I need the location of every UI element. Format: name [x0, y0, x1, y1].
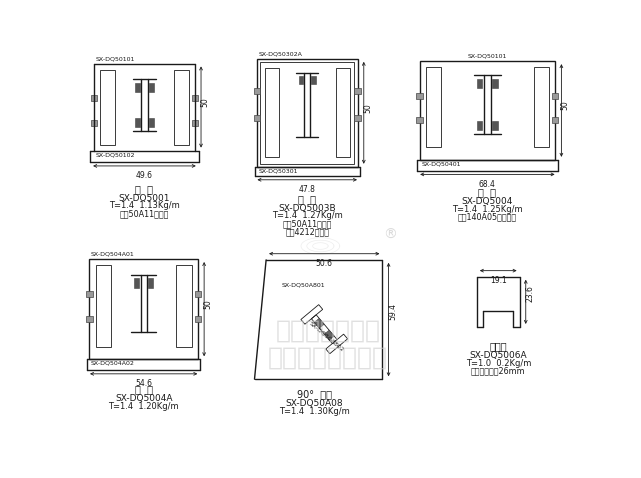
- Text: SX-DQ50102: SX-DQ50102: [96, 152, 135, 157]
- Text: 玻璃槽口宽度26mm: 玻璃槽口宽度26mm: [471, 366, 526, 375]
- Bar: [492, 120, 498, 130]
- Text: SX-DQ50A801: SX-DQ50A801: [281, 282, 325, 287]
- Text: SX-DQ50301: SX-DQ50301: [258, 168, 298, 173]
- Bar: [192, 120, 198, 126]
- Text: 54.6: 54.6: [135, 379, 152, 388]
- Bar: [96, 265, 111, 347]
- Text: 窗  框: 窗 框: [135, 184, 153, 194]
- Bar: [195, 316, 201, 322]
- Bar: [176, 265, 192, 347]
- Text: SX-DQ5001: SX-DQ5001: [119, 194, 171, 203]
- Text: SX-DQ50A08: SX-DQ50A08: [286, 399, 344, 408]
- Polygon shape: [324, 330, 334, 340]
- Text: T=1.4  1.30Kg/m: T=1.4 1.30Kg/m: [279, 407, 350, 416]
- Bar: [99, 70, 115, 145]
- Text: T=1.0  0.2Kg/m: T=1.0 0.2Kg/m: [465, 358, 531, 368]
- Bar: [426, 67, 441, 147]
- Bar: [336, 68, 350, 157]
- Text: （配50A11角码）: （配50A11角码）: [120, 209, 169, 218]
- Bar: [134, 278, 139, 288]
- Text: SX-DQ50302A: SX-DQ50302A: [258, 52, 303, 56]
- Bar: [265, 68, 279, 157]
- Text: 中国工业铝材十强: 中国工业铝材十强: [268, 346, 388, 369]
- Polygon shape: [314, 318, 324, 328]
- Text: 中  挺: 中 挺: [478, 187, 496, 197]
- Text: T=1.4  1.20Kg/m: T=1.4 1.20Kg/m: [108, 402, 179, 411]
- Bar: [417, 93, 422, 99]
- Bar: [260, 62, 354, 163]
- Text: SX-DQ5003B: SX-DQ5003B: [278, 204, 336, 213]
- Bar: [257, 59, 358, 167]
- Text: 50: 50: [363, 103, 372, 113]
- Bar: [91, 120, 97, 126]
- Text: T=1.4  1.13Kg/m: T=1.4 1.13Kg/m: [109, 201, 180, 210]
- Bar: [299, 76, 303, 84]
- Text: （配140A05连接件）: （配140A05连接件）: [458, 212, 517, 221]
- Text: 49.6: 49.6: [136, 171, 153, 180]
- Text: 框压条: 框压条: [490, 341, 507, 351]
- Text: SX-DQ5004A: SX-DQ5004A: [115, 394, 172, 403]
- Text: 50.6: 50.6: [316, 259, 333, 268]
- Bar: [311, 76, 316, 84]
- Text: 50: 50: [561, 101, 570, 110]
- Text: 浮  框: 浮 框: [135, 384, 153, 394]
- Bar: [90, 259, 198, 359]
- Text: 23.6: 23.6: [525, 285, 534, 302]
- Text: 国家标准草单位: 国家标准草单位: [276, 319, 381, 343]
- Bar: [135, 83, 140, 92]
- Bar: [174, 70, 189, 145]
- Text: 90°  转角: 90° 转角: [297, 390, 332, 400]
- Bar: [477, 79, 482, 88]
- Bar: [149, 83, 154, 92]
- Bar: [254, 88, 260, 94]
- Text: （配50A11角码）: （配50A11角码）: [283, 219, 332, 228]
- Bar: [195, 291, 201, 297]
- Text: SX-DQ5004: SX-DQ5004: [462, 197, 513, 206]
- Text: T=1.4  1.27Kg/m: T=1.4 1.27Kg/m: [272, 211, 342, 220]
- Text: SX-DQ50A802: SX-DQ50A802: [309, 321, 345, 353]
- Bar: [192, 95, 198, 101]
- Bar: [148, 278, 153, 288]
- Bar: [87, 291, 92, 297]
- Text: 68.4: 68.4: [479, 180, 496, 189]
- Text: SX-DQ50101: SX-DQ50101: [96, 56, 135, 61]
- Bar: [477, 120, 482, 130]
- Text: SX-DQ50401: SX-DQ50401: [421, 161, 461, 166]
- Text: 59.4: 59.4: [388, 303, 397, 320]
- Bar: [87, 316, 92, 322]
- Text: SX-DQ504A02: SX-DQ504A02: [91, 361, 135, 366]
- Text: 50: 50: [201, 98, 210, 107]
- Bar: [149, 118, 154, 128]
- Text: ®: ®: [383, 228, 397, 241]
- Bar: [354, 115, 361, 121]
- Text: SX-DQ504A01: SX-DQ504A01: [91, 252, 135, 257]
- Text: 19.1: 19.1: [490, 276, 506, 285]
- Bar: [552, 93, 558, 99]
- Bar: [135, 118, 140, 128]
- Text: T=1.4  1.25Kg/m: T=1.4 1.25Kg/m: [452, 205, 522, 214]
- Text: SX-DQ50101: SX-DQ50101: [468, 54, 507, 59]
- Bar: [420, 61, 555, 160]
- Text: SX-DQ5006A: SX-DQ5006A: [469, 351, 527, 360]
- Bar: [254, 115, 260, 121]
- Text: （配4212角码）: （配4212角码）: [285, 227, 329, 236]
- Bar: [533, 67, 549, 147]
- Bar: [354, 88, 361, 94]
- Bar: [91, 95, 97, 101]
- Bar: [492, 79, 498, 88]
- Text: 50: 50: [203, 299, 213, 309]
- Text: 47.8: 47.8: [299, 185, 315, 194]
- Text: 窗  扇: 窗 扇: [298, 194, 316, 204]
- Bar: [552, 117, 558, 123]
- Bar: [417, 117, 422, 123]
